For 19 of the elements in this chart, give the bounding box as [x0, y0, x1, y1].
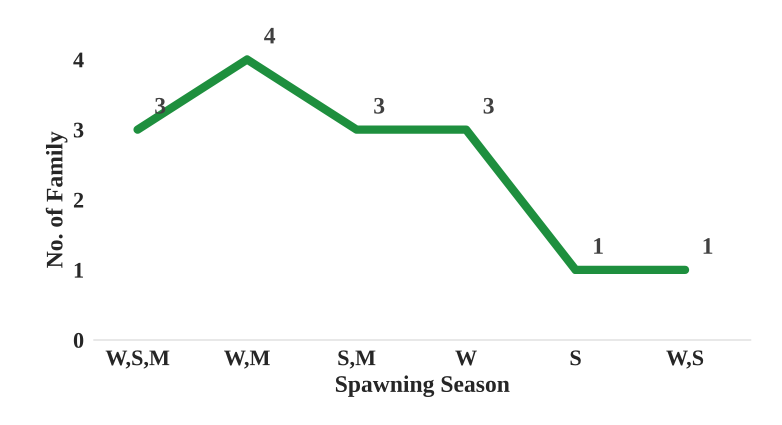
y-tick-label: 3 — [74, 122, 84, 138]
x-tick-label: W — [455, 350, 477, 366]
data-label: 1 — [594, 238, 603, 254]
x-tick-label: W,S — [666, 350, 704, 369]
y-tick-label: 2 — [74, 192, 84, 208]
y-tick-label: 4 — [73, 52, 84, 68]
data-label: 3 — [484, 98, 494, 114]
data-label: 1 — [704, 238, 712, 254]
y-tick-label: 1 — [74, 262, 83, 278]
x-axis-title: Spawning Season — [336, 375, 510, 398]
data-label: 4 — [264, 28, 276, 44]
x-tick-label: W,S,M — [106, 350, 170, 369]
y-axis-title: No. of Family — [46, 131, 68, 268]
data-label: 3 — [155, 98, 166, 114]
y-tick-label: 0 — [74, 332, 84, 348]
data-label: 3 — [374, 98, 384, 114]
x-tick-label: W,M — [224, 350, 270, 369]
x-tick-label: S — [570, 350, 581, 366]
x-tick-label: S,M — [338, 350, 376, 369]
